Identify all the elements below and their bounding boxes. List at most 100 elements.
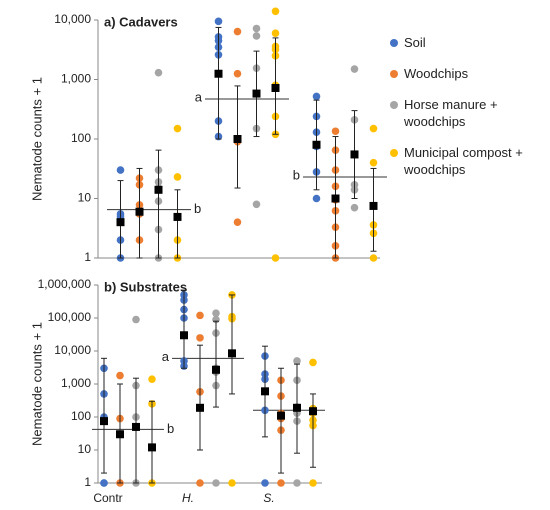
y-axis-label: Nematode counts + 1	[29, 77, 44, 201]
data-point	[212, 479, 220, 487]
data-point	[233, 69, 242, 78]
mean-marker	[212, 365, 220, 374]
legend: Soil Woodchips Horse manure + woodchips Mun…	[390, 34, 548, 192]
y-tick-label: 1	[84, 475, 91, 489]
data-point	[116, 371, 124, 380]
x-tick-label: H.	[182, 491, 194, 505]
mean-marker	[233, 135, 242, 143]
mean-marker	[271, 83, 280, 92]
data-point	[196, 479, 204, 487]
mean-marker	[309, 407, 317, 416]
mean-marker	[277, 411, 285, 420]
data-point	[277, 479, 285, 487]
data-point	[350, 65, 359, 73]
group-letter: b	[167, 421, 174, 436]
mean-marker	[331, 194, 340, 203]
data-point	[271, 29, 280, 37]
group-letter: a	[195, 89, 203, 104]
mean-marker	[196, 403, 204, 412]
data-point	[214, 17, 223, 26]
panel-title: a) Cadavers	[104, 14, 178, 29]
mean-marker	[214, 69, 223, 78]
data-point	[312, 92, 321, 101]
y-tick-label: 1,000	[61, 376, 91, 390]
panel-title: b) Substrates	[104, 279, 187, 294]
legend-label: Municipal compost + woodchips	[404, 145, 523, 177]
data-point	[252, 200, 261, 209]
mean-marker	[148, 443, 156, 452]
x-tick-label: Contr	[93, 491, 122, 505]
data-point	[173, 173, 182, 181]
data-point	[196, 334, 204, 342]
data-point	[350, 203, 359, 212]
data-point	[369, 254, 378, 262]
data-point	[252, 32, 261, 40]
legend-marker	[390, 101, 398, 109]
mean-marker	[261, 387, 269, 396]
mean-marker	[132, 422, 140, 431]
mean-marker	[228, 349, 236, 358]
legend-label: Woodchips	[404, 66, 469, 81]
y-tick-label: 100	[71, 409, 91, 423]
legend-marker	[390, 39, 398, 47]
y-tick-label: 100,000	[48, 310, 92, 324]
data-point	[309, 358, 317, 367]
mean-marker	[116, 218, 125, 227]
legend-label: Horse manure + woodchips	[404, 97, 498, 129]
data-point	[100, 479, 108, 487]
mean-marker	[173, 212, 182, 221]
data-point	[293, 479, 301, 487]
data-point	[154, 68, 163, 77]
data-point	[233, 218, 242, 226]
y-tick-label: 1,000,000	[38, 277, 92, 291]
group-letter: a	[162, 349, 170, 364]
y-tick-label: 10,000	[54, 12, 91, 26]
data-point	[271, 254, 280, 262]
y-tick-label: 100	[71, 131, 91, 145]
y-tick-label: 10,000	[54, 343, 91, 357]
data-point	[252, 24, 261, 33]
mean-marker	[369, 201, 378, 210]
mean-marker	[312, 140, 321, 149]
legend-label: Soil	[404, 35, 426, 50]
mean-marker	[293, 403, 301, 412]
data-point	[293, 357, 301, 365]
data-point	[196, 311, 204, 320]
data-point	[116, 166, 125, 174]
data-point	[212, 309, 220, 317]
mean-marker	[252, 89, 261, 98]
data-point	[132, 315, 140, 324]
mean-marker	[154, 185, 163, 194]
data-point	[331, 127, 340, 136]
legend-marker	[390, 149, 398, 157]
data-point	[233, 27, 242, 36]
data-point	[271, 7, 280, 16]
mean-marker	[100, 417, 108, 426]
mean-marker	[350, 150, 359, 159]
y-axis-label: Nematode counts + 1	[29, 322, 44, 446]
x-tick-label: S.	[263, 491, 274, 505]
data-point	[261, 479, 269, 487]
data-point	[173, 124, 182, 133]
y-tick-label: 1,000	[61, 72, 91, 86]
data-point	[369, 124, 378, 133]
group-letter: b	[194, 201, 201, 216]
y-tick-label: 10	[78, 191, 92, 205]
legend-marker	[390, 70, 398, 78]
data-point	[369, 158, 378, 167]
legend-item: Municipal compost + woodchips	[390, 144, 548, 178]
mean-marker	[135, 207, 144, 216]
group-letter: b	[293, 167, 300, 182]
legend-item: Horse manure + woodchips	[390, 96, 548, 130]
mean-marker	[116, 430, 124, 439]
data-point	[309, 479, 317, 487]
data-point	[312, 194, 321, 203]
data-point	[228, 479, 236, 487]
legend-item: Woodchips	[390, 65, 548, 82]
legend-item: Soil	[390, 34, 548, 51]
data-point	[148, 375, 156, 383]
y-tick-label: 1	[84, 250, 91, 264]
y-tick-label: 10	[78, 442, 92, 456]
